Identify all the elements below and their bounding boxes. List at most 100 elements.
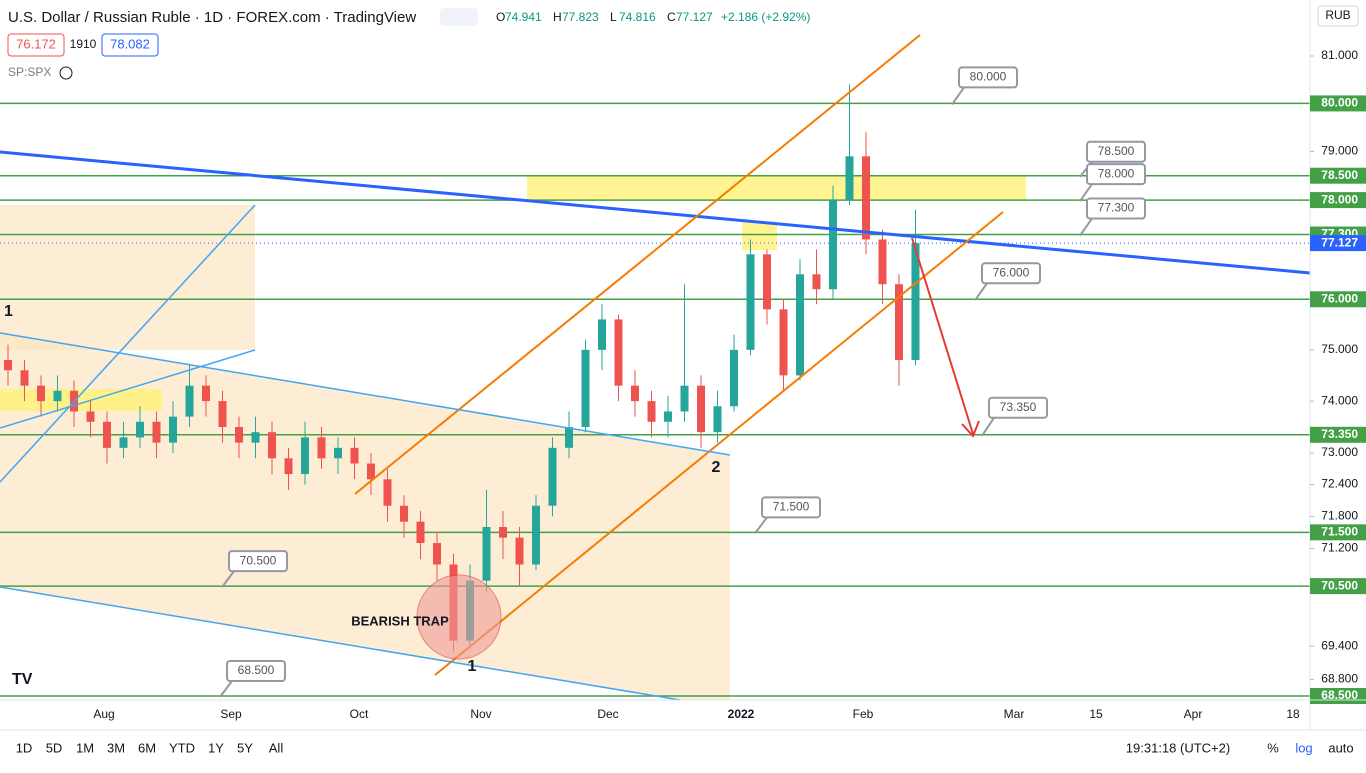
candle-body (251, 432, 260, 443)
range-button[interactable]: 1M (76, 740, 94, 755)
x-tick-label: Dec (597, 707, 618, 721)
candle-body (53, 390, 62, 402)
ohlc-value: 74.816 (619, 10, 656, 24)
annotation: 2 (712, 459, 721, 476)
last-price-label: 77.127 (1321, 235, 1358, 249)
callout-box (981, 262, 1041, 285)
range-button[interactable]: 6M (138, 740, 156, 755)
scale-option[interactable]: % (1267, 740, 1279, 755)
callout-label: 77.300 (1098, 201, 1135, 215)
candle-body (647, 401, 656, 422)
callout-label: 78.000 (1098, 166, 1135, 180)
zone (527, 175, 1026, 200)
candle-body (152, 421, 161, 443)
level-tag-label: 78.000 (1321, 192, 1358, 206)
candle-body (565, 426, 573, 448)
candle-body (367, 463, 375, 480)
bid: 76.172 (16, 36, 56, 51)
candle-body (631, 385, 639, 402)
candle-body (532, 505, 540, 565)
level-tag (1310, 192, 1366, 209)
callout-label: 68.500 (238, 663, 275, 677)
candle-body (218, 401, 227, 427)
y-tick-label: 81.000 (1321, 48, 1358, 62)
candle-body (20, 370, 29, 386)
level-tag-label: 68.500 (1321, 688, 1358, 702)
callout-label: 80.000 (970, 70, 1007, 84)
y-tick-label: 79.000 (1321, 144, 1358, 158)
candle-body (119, 437, 128, 448)
channel-line (0, 332, 731, 456)
x-tick-label: Feb (853, 707, 874, 721)
candle-body (845, 156, 854, 201)
callout-tail (974, 282, 988, 301)
channel-line (434, 211, 1004, 676)
callout-tail (1079, 217, 1093, 237)
zone (0, 205, 255, 350)
x-tick-label: Aug (93, 707, 114, 721)
callout-tail (221, 570, 235, 588)
candle-body (779, 309, 788, 376)
trend-line (0, 150, 1311, 275)
range-button[interactable]: 5D (46, 740, 63, 755)
y-tick-label: 73.000 (1321, 445, 1358, 459)
callout-box (228, 550, 288, 573)
x-tick-label: 18 (1286, 707, 1300, 721)
range-button[interactable]: 1Y (208, 740, 224, 755)
range-button[interactable]: YTD (169, 740, 195, 755)
candle-body (317, 437, 326, 459)
icon[interactable] (440, 8, 478, 26)
x-tick-label: Mar (1004, 707, 1025, 721)
callout-tail (754, 516, 768, 534)
callout-tail (951, 86, 965, 106)
range-button[interactable]: 1D (16, 740, 33, 755)
candle-body (680, 385, 689, 412)
level-tag-label: 78.500 (1321, 168, 1358, 182)
candle-body (548, 447, 557, 506)
ohlc-key: C (667, 10, 676, 24)
range-button[interactable]: All (269, 740, 284, 755)
bid-box[interactable] (7, 33, 65, 57)
last-price-tag (1310, 235, 1366, 252)
ohlc-value: 77.823 (562, 10, 599, 24)
y-tick-label: 75.000 (1321, 342, 1358, 356)
channel-line (0, 204, 256, 483)
candle-body (383, 479, 392, 506)
ask-box[interactable] (101, 33, 159, 57)
candle-body (499, 526, 507, 538)
annotation: 1 (468, 658, 477, 675)
eye-icon[interactable] (59, 66, 73, 80)
callout-box (958, 66, 1018, 89)
overlay: SP:SPX (8, 65, 51, 79)
x-tick-label: Apr (1184, 707, 1203, 721)
callout-tail (981, 417, 995, 437)
zone (742, 222, 777, 250)
currency: RUB (1325, 8, 1350, 22)
clock: 19:31:18 (UTC+2) (1126, 740, 1230, 755)
level-tag-label: 80.000 (1321, 96, 1358, 110)
candle-body (202, 385, 210, 402)
candle-body (482, 526, 491, 581)
arrow-head (961, 420, 980, 438)
callout-box (988, 396, 1048, 419)
callout-box (1086, 163, 1146, 186)
candle-body (763, 254, 771, 310)
level-tag (1310, 167, 1366, 184)
level-tag (1310, 578, 1366, 595)
range-button[interactable]: 3M (107, 740, 125, 755)
scale-option[interactable]: auto (1328, 740, 1353, 755)
candle-body (796, 274, 804, 376)
candle-body (284, 458, 293, 475)
candle-body (598, 319, 606, 350)
callout-tail (1079, 183, 1093, 202)
currency-button[interactable] (1317, 5, 1359, 27)
candle-body (895, 284, 903, 361)
range-button[interactable]: 5Y (237, 740, 253, 755)
scale-option[interactable]: log (1295, 740, 1312, 755)
spread: 1910 (70, 37, 97, 51)
level-tag (1310, 291, 1366, 308)
channel-line (354, 34, 921, 495)
candle-body (812, 274, 821, 290)
arrow (911, 237, 974, 435)
